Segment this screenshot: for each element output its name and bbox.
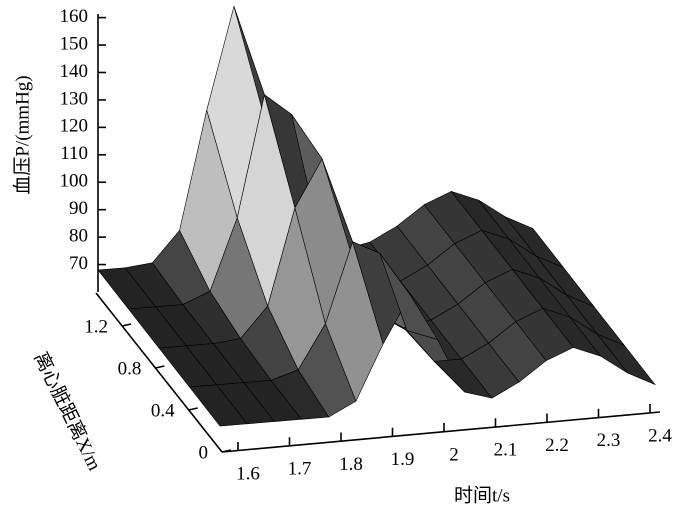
z-tick-label: 140 (60, 61, 89, 82)
y-tick-label: 1.2 (84, 316, 108, 337)
z-axis-title: 血压P/(mmHg) (11, 75, 33, 194)
x-tick-label: 2.3 (597, 430, 621, 451)
y-tick-label: 0 (199, 442, 209, 463)
x-tick-label: 2.2 (545, 435, 569, 456)
x-tick-label: 1.6 (236, 463, 260, 484)
x-tick-label: 2.1 (494, 440, 518, 461)
y-tick (155, 365, 165, 369)
z-tick-label: 160 (60, 6, 89, 27)
y-tick (221, 449, 232, 453)
y-tick (121, 323, 132, 327)
surface-patch (596, 333, 656, 386)
y-tick-label: 0.4 (151, 400, 175, 421)
x-tick-label: 2.4 (648, 425, 672, 446)
y-tick (188, 407, 198, 411)
x-tick-label: 1.7 (288, 459, 312, 480)
z-tick-label: 150 (60, 33, 89, 54)
z-tick-label: 80 (69, 225, 88, 246)
y-axis-title: 离心脏距离X/m (29, 349, 105, 475)
z-tick-label: 90 (69, 198, 88, 219)
x-tick-label: 1.8 (339, 454, 363, 475)
y-tick-label: 0.8 (118, 358, 142, 379)
z-tick-label: 70 (69, 253, 88, 274)
z-tick-label: 130 (60, 88, 89, 109)
z-tick-label: 110 (60, 143, 88, 164)
x-axis (221, 411, 661, 453)
y-axis (95, 292, 223, 453)
z-tick-label: 100 (60, 171, 89, 192)
z-tick-label: 120 (60, 116, 89, 137)
x-tick-label: 2 (449, 444, 459, 465)
x-axis-title: 时间t/s (454, 484, 510, 506)
x-tick-label: 1.9 (391, 449, 415, 470)
surface (97, 5, 656, 427)
